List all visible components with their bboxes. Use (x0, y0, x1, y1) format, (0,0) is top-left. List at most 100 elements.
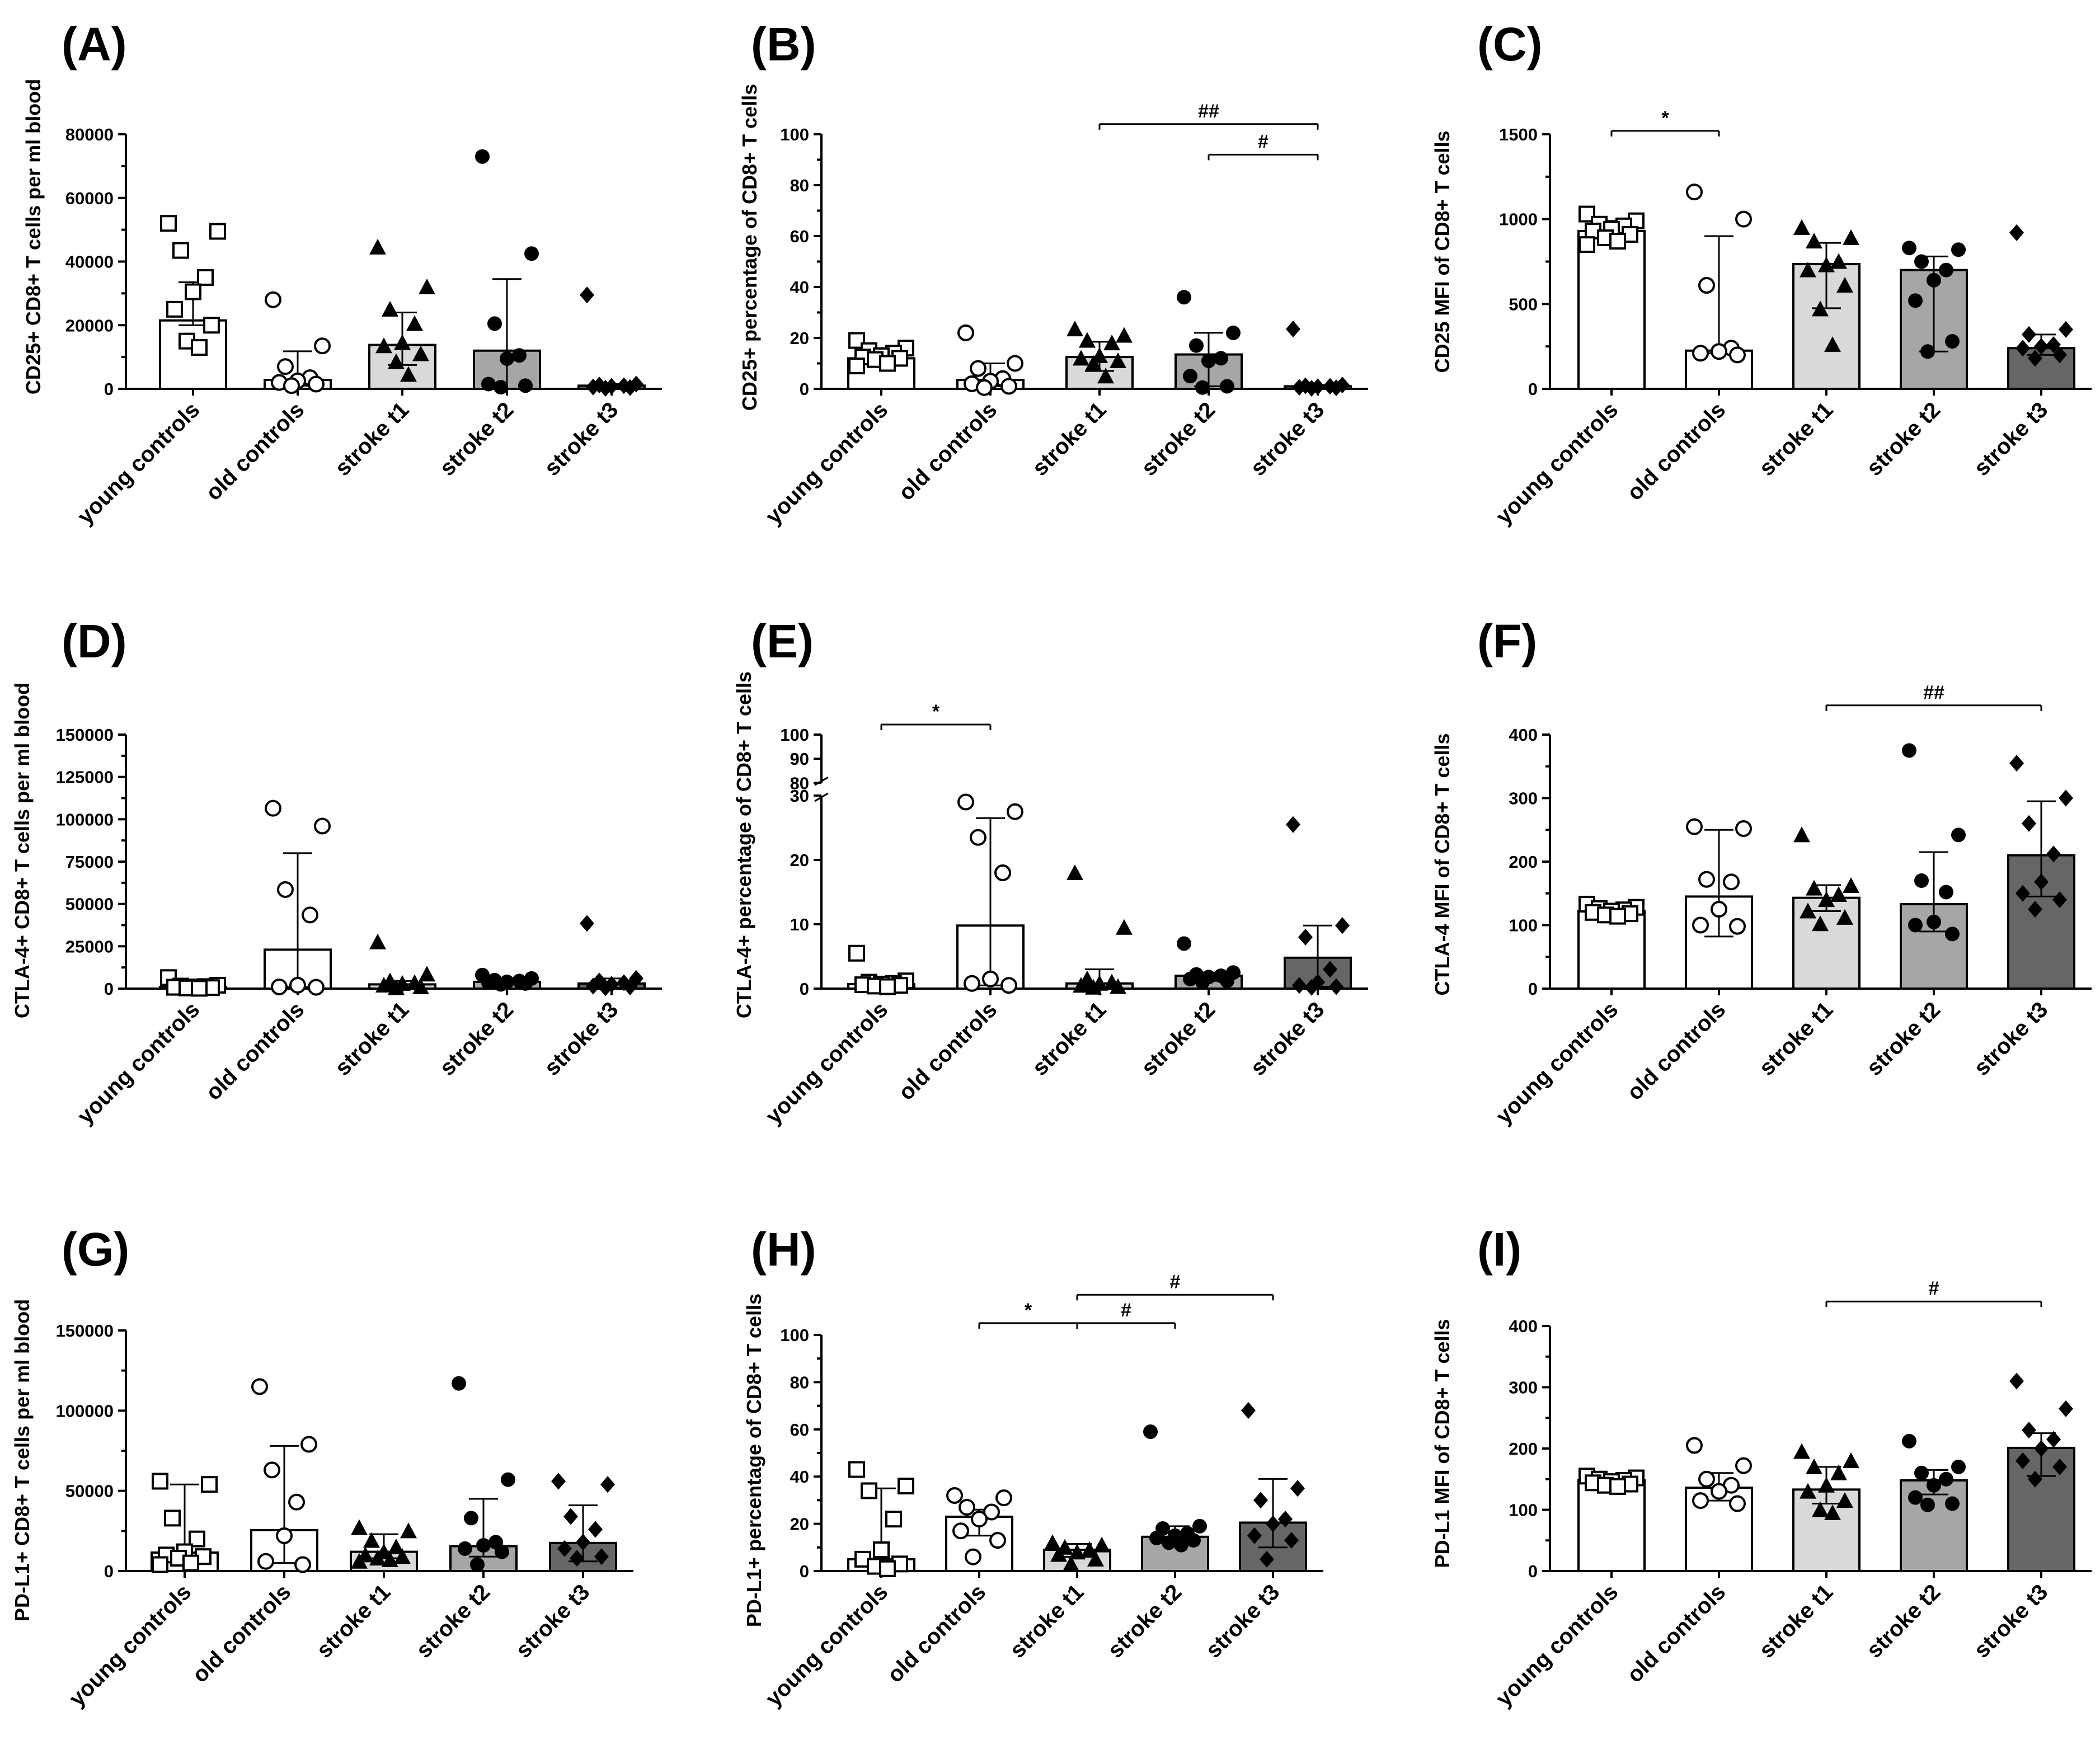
panel-i-label: (I) (1477, 1223, 1521, 1276)
panel-g-data-point (264, 1461, 280, 1479)
panel-a-data-point (500, 351, 514, 366)
panel-e-y-tick-label: 30 (790, 786, 809, 806)
panel-d-data-point (191, 980, 208, 997)
panel-g-x-tick-label: stroke t2 (411, 1579, 495, 1663)
panel-g-data-point (257, 1553, 274, 1570)
panel-f-data-point (1692, 916, 1709, 934)
panel-h-data-point (989, 1532, 1006, 1549)
panel-e-data-point (1085, 979, 1102, 995)
panel-c-data-point (1806, 233, 1822, 249)
panel-e-data-point (994, 864, 1011, 881)
panel-g-y-tick-label: 150000 (56, 1321, 114, 1341)
panel-i-data-point (2016, 1452, 2030, 1469)
panel-d-data-point (419, 966, 435, 982)
panel-h-data-point (873, 1541, 890, 1559)
panel-f-data-point (1735, 820, 1752, 837)
panel-b-data-point (1286, 321, 1300, 338)
panel-d-data-point (277, 881, 294, 898)
panel-d-y-tick-label: 25000 (65, 937, 114, 956)
panel-i-data-point (1806, 1458, 1822, 1474)
panel-b-data-point (1329, 379, 1343, 397)
panel-c-data-point (1914, 254, 1929, 269)
panel-i-data-point (1818, 1476, 1835, 1493)
panel-i-marks: 0 100 200 300 400 young controls old controls s… (1491, 1278, 2092, 1711)
panel-e-x-tick-label: stroke t3 (1246, 997, 1329, 1080)
panel-b-y-tick-label: 40 (790, 278, 809, 297)
panel-i-data-point (1920, 1497, 1935, 1512)
panel-a-data-point (308, 375, 325, 393)
panel-h-data-point (1192, 1518, 1207, 1534)
panel-b-data-point (1103, 335, 1120, 351)
panel-b-data-point (1079, 332, 1096, 348)
panel-c-data-point (2034, 338, 2049, 355)
panel-c-data-point (2046, 336, 2061, 354)
panel-i-data-point (1698, 1470, 1715, 1488)
panel-h-y-axis-title: PD-L1+ percentage of CD8+ T cells (743, 1294, 765, 1627)
panel-f-x-tick-label: stroke t3 (1969, 997, 2052, 1080)
panel-i-data-point (2052, 1458, 2067, 1475)
panel-g-data-point (570, 1550, 584, 1567)
panel-h-data-point (1162, 1535, 1176, 1550)
panel-b-data-point (1201, 353, 1216, 368)
panel-c-data-point (2059, 321, 2073, 338)
panel-h-data-point (1143, 1424, 1158, 1440)
panel-f-y-tick-label: 200 (1509, 852, 1538, 872)
panel-g-data-point (288, 1493, 305, 1511)
panel-e-data-point (848, 944, 865, 962)
panel-f-data-point (2028, 901, 2042, 918)
panel-g-data-point (458, 1541, 472, 1556)
panel-a-data-point (388, 353, 405, 369)
panel-i-data-point (1800, 1483, 1816, 1499)
panel-c-y-tick-label: 0 (1528, 379, 1538, 399)
panel-a-x-tick-label: stroke t3 (539, 397, 623, 481)
panel-i-data-point (1945, 1496, 1960, 1511)
panel-h-y-tick-label: 100 (780, 1325, 809, 1345)
panel-h-x-tick-label: stroke t1 (1005, 1579, 1088, 1663)
panel-h-data-point (1284, 1532, 1299, 1549)
panel-e-y-tick-label: 90 (790, 749, 809, 769)
panel-c-bar (1577, 229, 1646, 390)
panel-b-data-point (970, 360, 986, 377)
panel-b-y-tick-label: 20 (790, 328, 809, 348)
panel-a-data-point (412, 345, 429, 361)
panel-e-y-axis-title: CTLA-4+ percentage of CD8+ T cells (732, 671, 755, 1018)
panel-d-data-point (481, 975, 496, 990)
panel-f-x-tick-label: young controls (1491, 997, 1623, 1128)
panel-f-data-point (1939, 885, 1953, 900)
panel-f-label: (F) (1477, 615, 1537, 667)
panel-e-significance-label: * (932, 701, 940, 722)
panel-e-data-point (1298, 928, 1313, 946)
panel-g-data-point (388, 1539, 405, 1554)
panel-g-data-point (300, 1436, 317, 1453)
panel-b-y-tick-label: 100 (780, 125, 809, 144)
panel-c-x-tick-label: old controls (1622, 397, 1730, 505)
panel-i-data-point (1927, 1478, 1941, 1493)
panel-a-data-point (265, 291, 281, 308)
panel-c-data-point (1578, 236, 1595, 253)
panel-i-data-point (1951, 1459, 1966, 1474)
panel-e-data-point (1335, 917, 1350, 934)
panel-g-data-point (470, 1557, 485, 1572)
panel-d-data-point (375, 976, 392, 993)
panel-b-y-tick-label: 60 (790, 227, 809, 246)
panel-c-x-tick-label: stroke t2 (1862, 397, 1945, 481)
panel-i-data-point (2034, 1440, 2049, 1457)
panel-e-data-point (1000, 977, 1017, 994)
panel-e-data-point (970, 829, 986, 846)
panel-g-data-point (369, 1550, 386, 1566)
panel-e-data-point (1292, 977, 1307, 994)
panel-d-data-point (289, 976, 306, 994)
panel-b-data-point (848, 358, 865, 375)
panel-i-data-point (2022, 1422, 2036, 1439)
panel-c-significance-label: * (1661, 107, 1669, 129)
panel-h-data-point (1087, 1550, 1104, 1567)
panel-h-data-point (1290, 1480, 1305, 1497)
panel-g-x-tick-label: stroke t1 (312, 1579, 395, 1663)
panel-b-data-point (879, 355, 896, 372)
panel-d-data-point (314, 817, 331, 835)
panel-c-data-point (1945, 334, 1960, 349)
panel-i-data-point (1908, 1490, 1923, 1505)
panel-a-data-point (369, 238, 386, 255)
panel-h-x-tick-label: young controls (761, 1579, 892, 1711)
